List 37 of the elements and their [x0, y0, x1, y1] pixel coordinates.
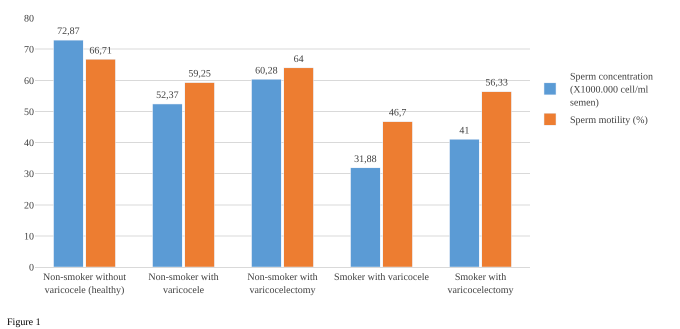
y-tick-label: 10 [24, 231, 34, 242]
y-tick-label: 80 [24, 14, 34, 24]
legend-label: Sperm concentration (X1000.000 cell/ml semen) [570, 72, 654, 109]
bar [382, 121, 413, 267]
y-tick-label: 30 [24, 169, 34, 180]
x-tick-label: Non-smoker with varicocelectomy [247, 272, 318, 296]
data-label: 46,7 [388, 108, 406, 119]
bar [85, 59, 116, 267]
bar [283, 68, 314, 267]
x-tick-label: Non-smoker with varicocele [148, 272, 219, 296]
caption: Figure 1 [7, 317, 41, 328]
bar [449, 139, 480, 267]
bar [152, 104, 183, 267]
x-tick-label: Non-smoker without varicocele (healthy) [42, 272, 126, 296]
y-tick-label: 20 [24, 200, 34, 212]
data-label: 72,87 [57, 26, 80, 38]
x-tick-label: Smoker with varicocelectomy [447, 272, 514, 296]
data-label: 52,37 [156, 90, 179, 101]
data-label: 56,33 [485, 78, 508, 89]
bar [251, 79, 282, 267]
bar [481, 91, 512, 267]
bar [350, 168, 381, 267]
y-tick-label: 60 [24, 76, 34, 87]
y-tick-label: 40 [24, 138, 34, 149]
data-label: 60,28 [255, 65, 278, 76]
data-label: 41 [459, 125, 470, 136]
data-label: 66,71 [89, 45, 112, 56]
data-label: 31,88 [354, 154, 377, 165]
bar [184, 82, 215, 267]
data-label: 64 [294, 54, 304, 65]
data-label: 59,25 [188, 68, 211, 80]
bar [53, 40, 84, 267]
legend-label: Sperm motility (%) [570, 115, 648, 126]
y-tick-label: 70 [24, 44, 34, 56]
x-tick-label: Smoker with varicocele [334, 272, 430, 283]
y-tick-label: 50 [24, 106, 34, 118]
y-tick-label: 0 [29, 262, 34, 274]
